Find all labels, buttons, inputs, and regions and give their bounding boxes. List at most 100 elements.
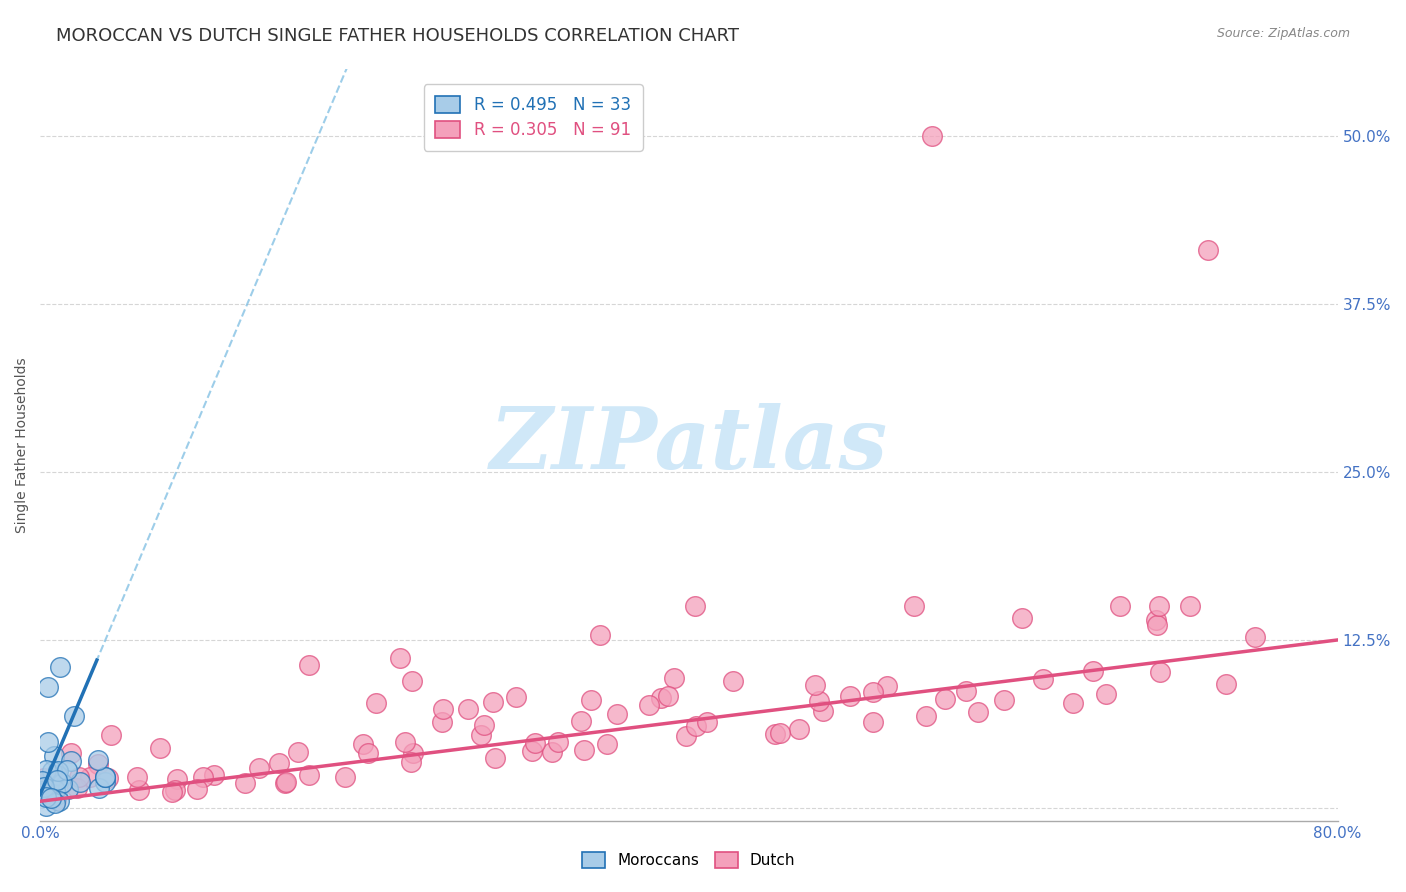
Point	[366, 696, 388, 710]
Point	[48, 794, 70, 808]
Point	[399, 755, 422, 769]
Point	[35, 799, 58, 814]
Point	[921, 128, 943, 143]
Point	[862, 685, 884, 699]
Point	[1178, 599, 1201, 614]
Point	[401, 673, 423, 688]
Point	[37, 735, 59, 749]
Point	[1149, 665, 1171, 680]
Point	[87, 781, 110, 796]
Point	[97, 771, 120, 785]
Point	[1094, 687, 1116, 701]
Point	[94, 774, 117, 789]
Point	[51, 775, 73, 789]
Point	[589, 628, 612, 642]
Point	[482, 695, 505, 709]
Point	[44, 748, 66, 763]
Point	[48, 773, 70, 788]
Point	[389, 651, 412, 665]
Point	[696, 715, 718, 730]
Point	[79, 770, 101, 784]
Point	[839, 689, 862, 703]
Point	[1197, 243, 1219, 257]
Point	[675, 729, 697, 743]
Point	[31, 786, 53, 800]
Point	[63, 709, 86, 723]
Point	[46, 768, 69, 782]
Point	[1062, 696, 1084, 710]
Point	[547, 735, 569, 749]
Point	[233, 775, 256, 789]
Point	[32, 771, 55, 785]
Point	[60, 754, 83, 768]
Point	[1147, 599, 1170, 614]
Point	[128, 782, 150, 797]
Point	[59, 746, 82, 760]
Point	[955, 684, 977, 698]
Point	[125, 770, 148, 784]
Point	[472, 718, 495, 732]
Point	[763, 727, 786, 741]
Point	[357, 746, 380, 760]
Point	[67, 770, 90, 784]
Point	[914, 708, 936, 723]
Point	[37, 788, 59, 802]
Point	[247, 761, 270, 775]
Point	[1146, 613, 1168, 627]
Point	[46, 788, 69, 802]
Point	[352, 737, 374, 751]
Point	[432, 702, 454, 716]
Point	[69, 774, 91, 789]
Point	[1083, 664, 1105, 678]
Point	[31, 784, 53, 798]
Point	[683, 599, 706, 614]
Point	[100, 728, 122, 742]
Point	[769, 725, 792, 739]
Point	[402, 746, 425, 760]
Point	[31, 773, 53, 788]
Point	[876, 679, 898, 693]
Point	[862, 714, 884, 729]
Point	[163, 783, 186, 797]
Point	[811, 704, 834, 718]
Point	[484, 751, 506, 765]
Point	[48, 660, 70, 674]
Point	[41, 791, 63, 805]
Y-axis label: Single Father Households: Single Father Households	[15, 357, 30, 533]
Point	[166, 772, 188, 787]
Point	[572, 743, 595, 757]
Point	[934, 691, 956, 706]
Point	[606, 706, 628, 721]
Point	[637, 698, 659, 713]
Point	[650, 690, 672, 705]
Point	[34, 789, 56, 804]
Point	[1243, 630, 1265, 644]
Point	[685, 718, 707, 732]
Point	[186, 781, 208, 796]
Point	[87, 753, 110, 767]
Point	[579, 692, 602, 706]
Point	[44, 796, 66, 810]
Point	[1032, 672, 1054, 686]
Point	[804, 678, 827, 692]
Point	[56, 764, 79, 778]
Point	[298, 768, 321, 782]
Point	[394, 735, 416, 749]
Point	[37, 680, 59, 694]
Point	[149, 740, 172, 755]
Point	[903, 599, 925, 614]
Point	[457, 702, 479, 716]
Point	[44, 782, 66, 797]
Point	[721, 674, 744, 689]
Point	[520, 744, 543, 758]
Point	[807, 694, 830, 708]
Point	[569, 714, 592, 729]
Point	[46, 764, 69, 779]
Point	[1011, 611, 1033, 625]
Point	[993, 693, 1015, 707]
Point	[432, 714, 454, 729]
Point	[269, 756, 291, 770]
Point	[287, 745, 309, 759]
Point	[160, 785, 183, 799]
Point	[35, 763, 58, 777]
